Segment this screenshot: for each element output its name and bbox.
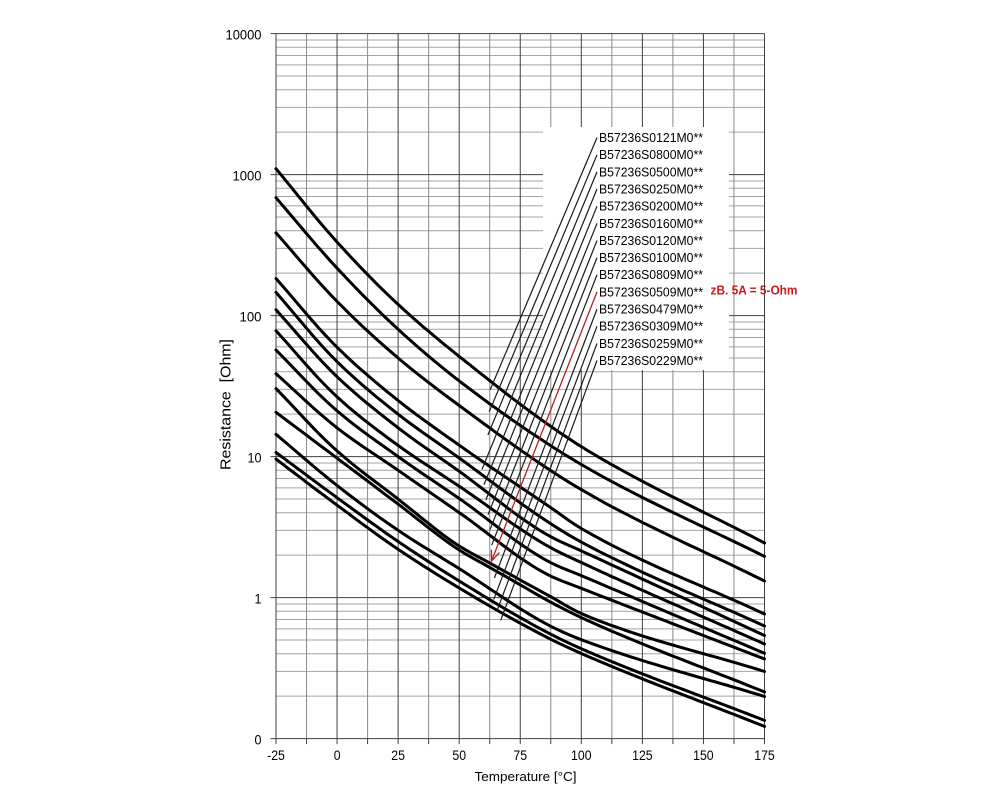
svg-text:150: 150 — [693, 747, 714, 763]
svg-text:B57236S0509M0**: B57236S0509M0** — [599, 285, 703, 299]
svg-text:100: 100 — [571, 747, 592, 763]
svg-text:50: 50 — [452, 747, 466, 763]
svg-text:B57236S0121M0**: B57236S0121M0** — [599, 131, 703, 145]
svg-text:B57236S0160M0**: B57236S0160M0** — [599, 217, 703, 231]
svg-text:B57236S0120M0**: B57236S0120M0** — [599, 234, 703, 248]
svg-text:10: 10 — [248, 449, 262, 465]
svg-text:B57236S0229M0**: B57236S0229M0** — [599, 354, 703, 368]
svg-text:B57236S0500M0**: B57236S0500M0** — [599, 165, 703, 179]
svg-text:B57236S0479M0**: B57236S0479M0** — [599, 303, 703, 317]
svg-text:B57236S0809M0**: B57236S0809M0** — [599, 268, 703, 282]
svg-text:Resistance [Ohm]: Resistance [Ohm] — [218, 339, 235, 470]
svg-text:100: 100 — [240, 308, 262, 324]
svg-text:B57236S0309M0**: B57236S0309M0** — [599, 320, 703, 334]
svg-text:B57236S0100M0**: B57236S0100M0** — [599, 251, 703, 265]
svg-text:B57236S0259M0**: B57236S0259M0** — [599, 337, 703, 351]
svg-text:175: 175 — [754, 747, 775, 763]
svg-text:B57236S0200M0**: B57236S0200M0** — [599, 200, 703, 214]
svg-text:25: 25 — [391, 747, 405, 763]
svg-text:Temperature [°C]: Temperature [°C] — [475, 769, 577, 784]
svg-text:1: 1 — [255, 590, 262, 606]
svg-text:1000: 1000 — [233, 167, 262, 183]
svg-text:10000: 10000 — [226, 26, 262, 42]
svg-text:zB. 5A = 5-Ohm: zB. 5A = 5-Ohm — [711, 284, 798, 298]
svg-text:125: 125 — [632, 747, 653, 763]
svg-text:-25: -25 — [267, 747, 285, 763]
svg-text:75: 75 — [513, 747, 527, 763]
svg-text:B57236S0250M0**: B57236S0250M0** — [599, 182, 703, 196]
svg-text:0: 0 — [255, 731, 262, 747]
svg-text:B57236S0800M0**: B57236S0800M0** — [599, 148, 703, 162]
svg-text:0: 0 — [334, 747, 341, 763]
